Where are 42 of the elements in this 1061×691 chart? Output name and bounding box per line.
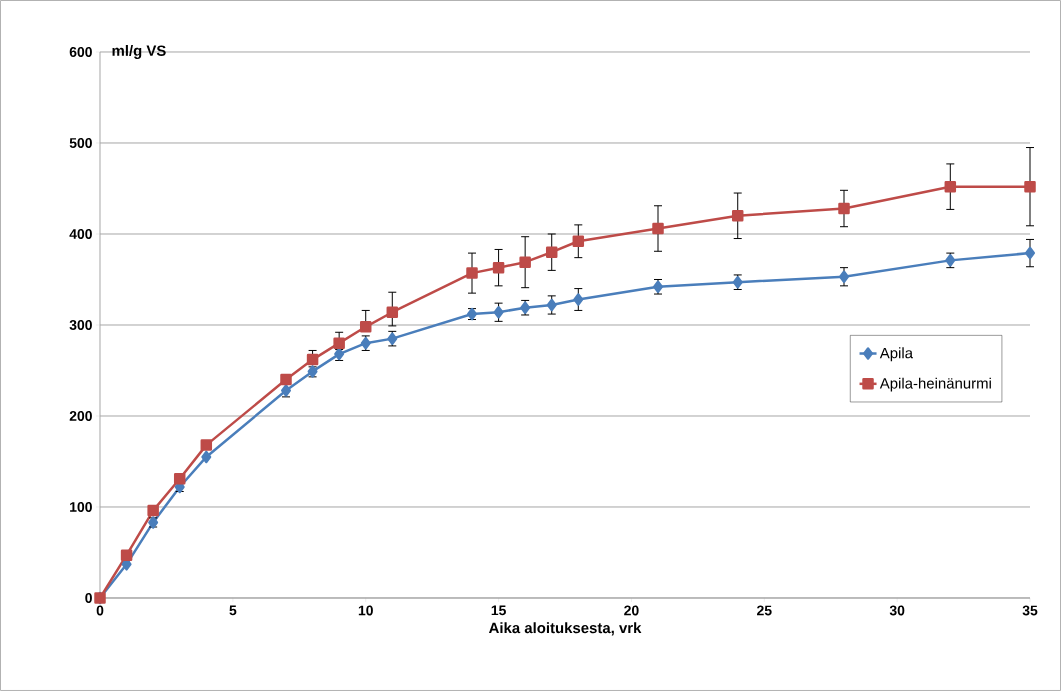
point <box>466 267 478 279</box>
point <box>201 450 212 464</box>
point <box>944 180 957 193</box>
y-tick-label: 100 <box>70 502 92 512</box>
point <box>731 210 744 222</box>
y-tick-label: 600 <box>69 47 92 57</box>
point <box>359 321 372 333</box>
point <box>492 261 505 274</box>
x-tick-label: 15 <box>491 605 506 616</box>
point <box>280 373 292 386</box>
x-tick-label: 10 <box>358 605 373 616</box>
y-tick-label: 300 <box>69 320 92 330</box>
point <box>147 504 159 517</box>
point <box>333 337 345 349</box>
point <box>281 384 292 397</box>
point <box>572 235 585 248</box>
y-tick-label: 200 <box>69 411 92 421</box>
point <box>173 473 186 485</box>
point <box>306 353 319 366</box>
y-tick-label: 0 <box>85 593 92 603</box>
x-tick-label: 35 <box>1022 605 1038 616</box>
legend-label: Apila-heinänurmi <box>879 377 991 392</box>
point <box>573 293 584 306</box>
legend-label: Apila <box>879 347 914 362</box>
y-tick-label: 400 <box>69 229 92 239</box>
x-axis-title: Aika aloituksesta, vrk <box>488 622 642 636</box>
x-tick-label: 5 <box>229 605 237 616</box>
point <box>386 306 399 318</box>
point <box>200 439 213 451</box>
point <box>1025 246 1036 260</box>
x-tick-label: 25 <box>757 605 772 616</box>
point <box>519 256 531 268</box>
y-axis-title: ml/g VS <box>112 44 166 59</box>
x-tick-label: 0 <box>96 605 104 616</box>
point <box>838 202 850 215</box>
point <box>120 549 133 561</box>
x-tick-label: 30 <box>889 605 905 616</box>
point <box>1024 180 1036 193</box>
point <box>545 246 558 258</box>
y-tick-label: 500 <box>69 138 92 148</box>
x-tick-label: 20 <box>624 605 639 616</box>
point <box>652 222 664 235</box>
